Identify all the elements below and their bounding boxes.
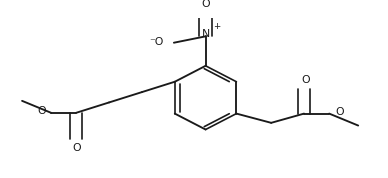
Text: O: O bbox=[302, 75, 310, 85]
Text: N: N bbox=[201, 29, 210, 39]
Text: O: O bbox=[37, 106, 46, 116]
Text: O: O bbox=[72, 143, 81, 153]
Text: +: + bbox=[213, 22, 221, 31]
Text: O: O bbox=[335, 107, 343, 117]
Text: ⁻O: ⁻O bbox=[149, 37, 164, 47]
Text: O: O bbox=[201, 0, 210, 9]
